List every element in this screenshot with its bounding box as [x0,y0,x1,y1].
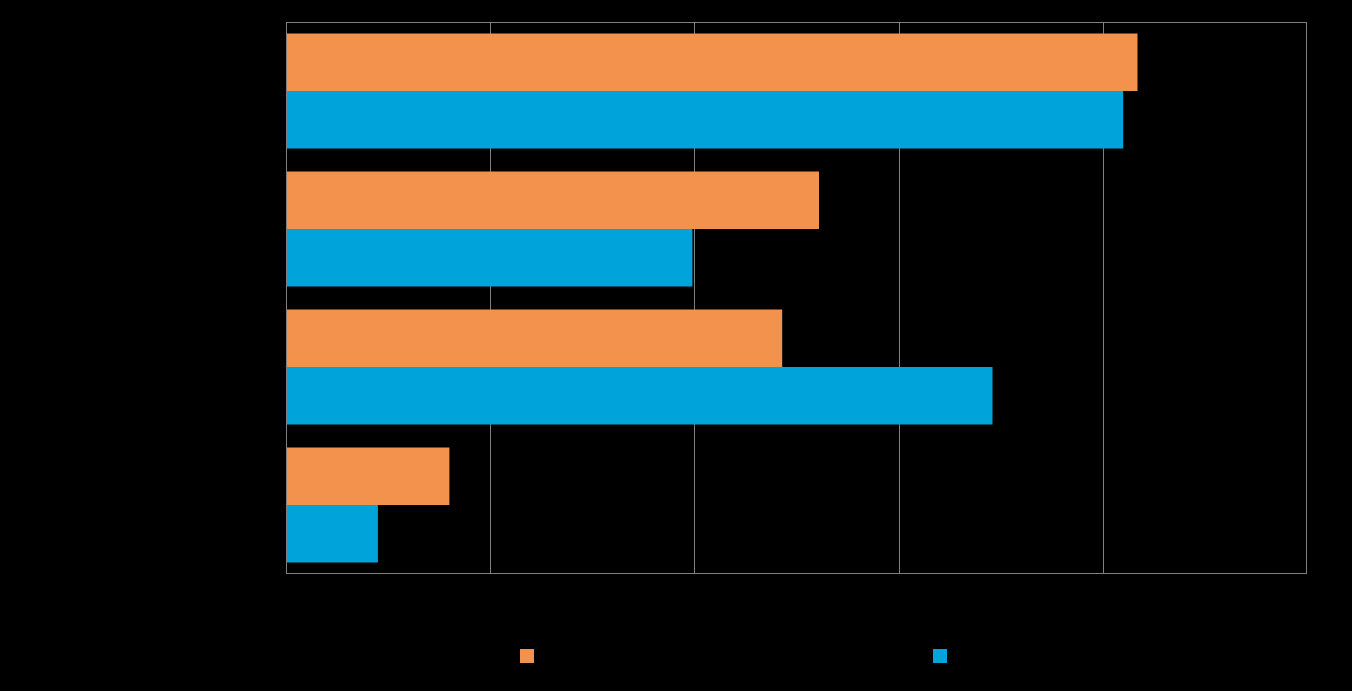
bar-series-2-category-2 [286,229,693,287]
bar-series-1-category-3 [286,309,783,367]
bar-series-1-category-2 [286,171,819,229]
plot-area-border [286,22,1307,574]
legend-swatch-series-2 [933,649,947,663]
bar-series-2-category-1 [286,91,1124,149]
bar-series-2-category-3 [286,367,993,425]
bars [286,33,1138,563]
bar-series-2-category-4 [286,505,378,563]
legend [520,649,947,663]
bar-series-1-category-1 [286,33,1138,91]
legend-swatch-series-1 [520,649,534,663]
bar-series-1-category-4 [286,447,450,505]
